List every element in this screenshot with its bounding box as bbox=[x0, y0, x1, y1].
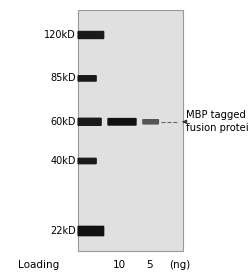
Text: 22kD: 22kD bbox=[50, 226, 76, 236]
FancyBboxPatch shape bbox=[142, 119, 159, 125]
Text: 10: 10 bbox=[113, 260, 126, 270]
FancyBboxPatch shape bbox=[77, 75, 97, 82]
Text: 85kD: 85kD bbox=[50, 73, 76, 83]
Text: 120kD: 120kD bbox=[44, 30, 76, 40]
Text: 5: 5 bbox=[146, 260, 153, 270]
Text: (ng): (ng) bbox=[169, 260, 190, 270]
FancyBboxPatch shape bbox=[77, 118, 102, 126]
Text: 40kD: 40kD bbox=[51, 156, 76, 166]
FancyBboxPatch shape bbox=[77, 158, 97, 164]
Text: Loading: Loading bbox=[18, 260, 59, 270]
Bar bbox=[78, 10, 183, 251]
Text: 60kD: 60kD bbox=[51, 117, 76, 127]
FancyBboxPatch shape bbox=[107, 118, 137, 126]
Text: MBP tagged
fusion protein: MBP tagged fusion protein bbox=[186, 110, 249, 133]
FancyBboxPatch shape bbox=[77, 31, 104, 39]
FancyBboxPatch shape bbox=[77, 226, 104, 236]
